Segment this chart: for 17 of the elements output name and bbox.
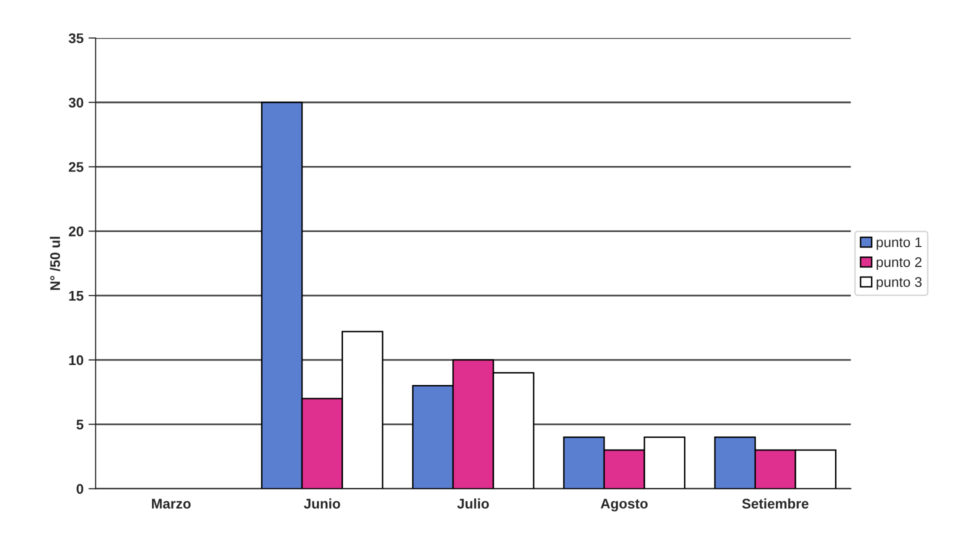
- y-tick-label: 20: [68, 226, 84, 236]
- y-axis-title: N° /50 ul: [50, 236, 60, 290]
- x-tick-label: Julio: [457, 498, 489, 509]
- legend-label: punto 1: [876, 238, 922, 250]
- x-tick-label: Marzo: [152, 498, 191, 509]
- y-tick-label: 0: [76, 484, 84, 494]
- y-tick-label: 15: [69, 291, 84, 301]
- x-tick-label: Setiembre: [742, 498, 808, 509]
- x-tick-label: Agosto: [600, 498, 648, 512]
- y-tick-label: 30: [68, 98, 84, 108]
- y-tick-label: 5: [76, 420, 84, 430]
- legend-label: punto 3: [876, 277, 922, 290]
- y-tick-label: 25: [68, 162, 84, 172]
- y-tick-label: 10: [69, 355, 84, 366]
- legend-label: punto 2: [876, 257, 922, 270]
- x-tick-label: Junio: [304, 498, 340, 509]
- y-tick-label: 35: [68, 33, 84, 44]
